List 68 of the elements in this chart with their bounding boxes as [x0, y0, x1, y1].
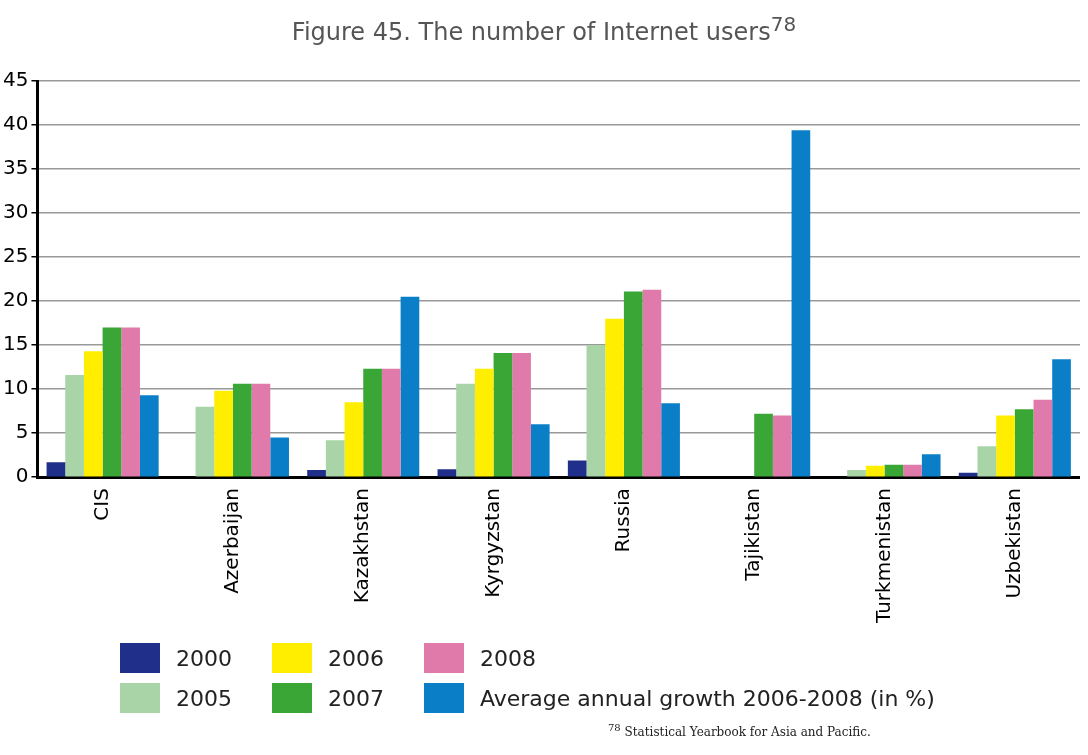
bar	[344, 402, 364, 477]
legend-label: 2008	[480, 645, 536, 671]
bar	[977, 446, 997, 477]
bar	[1014, 409, 1034, 477]
y-tick-label: 15	[3, 331, 29, 356]
bar	[139, 395, 159, 477]
bar	[772, 415, 792, 477]
bar	[1033, 399, 1053, 477]
chart-title: Figure 45. The number of Internet users$^{78}$	[290, 12, 798, 46]
bar	[921, 454, 941, 477]
y-tick-label: 30	[3, 199, 29, 224]
legend-label: 2006	[328, 645, 384, 671]
x-tick-label: Tajikistan	[740, 488, 765, 582]
bar	[456, 383, 475, 477]
y-tick-label: 40	[3, 111, 29, 136]
bar	[623, 291, 643, 477]
bar	[791, 130, 811, 477]
bar	[474, 368, 494, 477]
y-tick-label: 35	[3, 155, 29, 180]
bar	[512, 353, 531, 477]
bar	[102, 327, 122, 477]
bar	[437, 469, 457, 477]
bar	[754, 413, 773, 477]
bar	[884, 464, 904, 477]
bar	[46, 462, 66, 477]
x-tick-label: Uzbekistan	[1001, 488, 1026, 599]
bar	[567, 460, 587, 477]
bar	[307, 470, 326, 477]
x-tick-label: Turkmenistan	[870, 488, 895, 624]
bar	[661, 403, 680, 477]
x-tick-label: CIS	[88, 488, 113, 521]
bar	[65, 375, 84, 477]
bar	[605, 318, 624, 477]
bar	[325, 440, 345, 477]
x-tick-label: Kazakhstan	[349, 488, 374, 604]
text: $^{78}$ Statistical Yearbook for Asia and Pacific.	[608, 722, 871, 739]
bar	[847, 470, 866, 477]
legend-label: 2007	[328, 685, 384, 711]
bar	[493, 353, 513, 477]
bar	[530, 424, 550, 477]
legend-label: 2005	[176, 685, 232, 711]
y-tick-label: 0	[15, 463, 29, 488]
bar	[381, 368, 401, 477]
y-tick-label: 5	[15, 419, 29, 444]
bar	[586, 345, 606, 477]
y-tick-label: 10	[3, 375, 29, 400]
bar	[1052, 359, 1071, 477]
x-tick-label: Russia	[610, 488, 635, 553]
y-tick-label: 25	[3, 243, 29, 268]
bar	[903, 464, 922, 477]
bar	[251, 383, 271, 477]
legend-label: Average annual growth 2006-2008 (in %)	[480, 685, 935, 711]
legend-label: 2000	[176, 645, 232, 671]
bar	[400, 296, 420, 477]
bar	[121, 327, 140, 477]
x-tick-label: Kyrgyzstan	[479, 488, 504, 598]
bar	[363, 368, 382, 477]
bar	[214, 390, 233, 477]
bar	[270, 437, 289, 477]
x-tick-label: Azerbaijan	[219, 488, 244, 594]
bar	[232, 383, 252, 477]
bar	[83, 351, 103, 477]
bar	[642, 289, 662, 477]
y-tick-label: 45	[3, 67, 29, 92]
y-tick-label: 20	[3, 287, 29, 312]
bar	[996, 415, 1015, 477]
bar	[865, 465, 885, 477]
bar	[195, 406, 215, 477]
